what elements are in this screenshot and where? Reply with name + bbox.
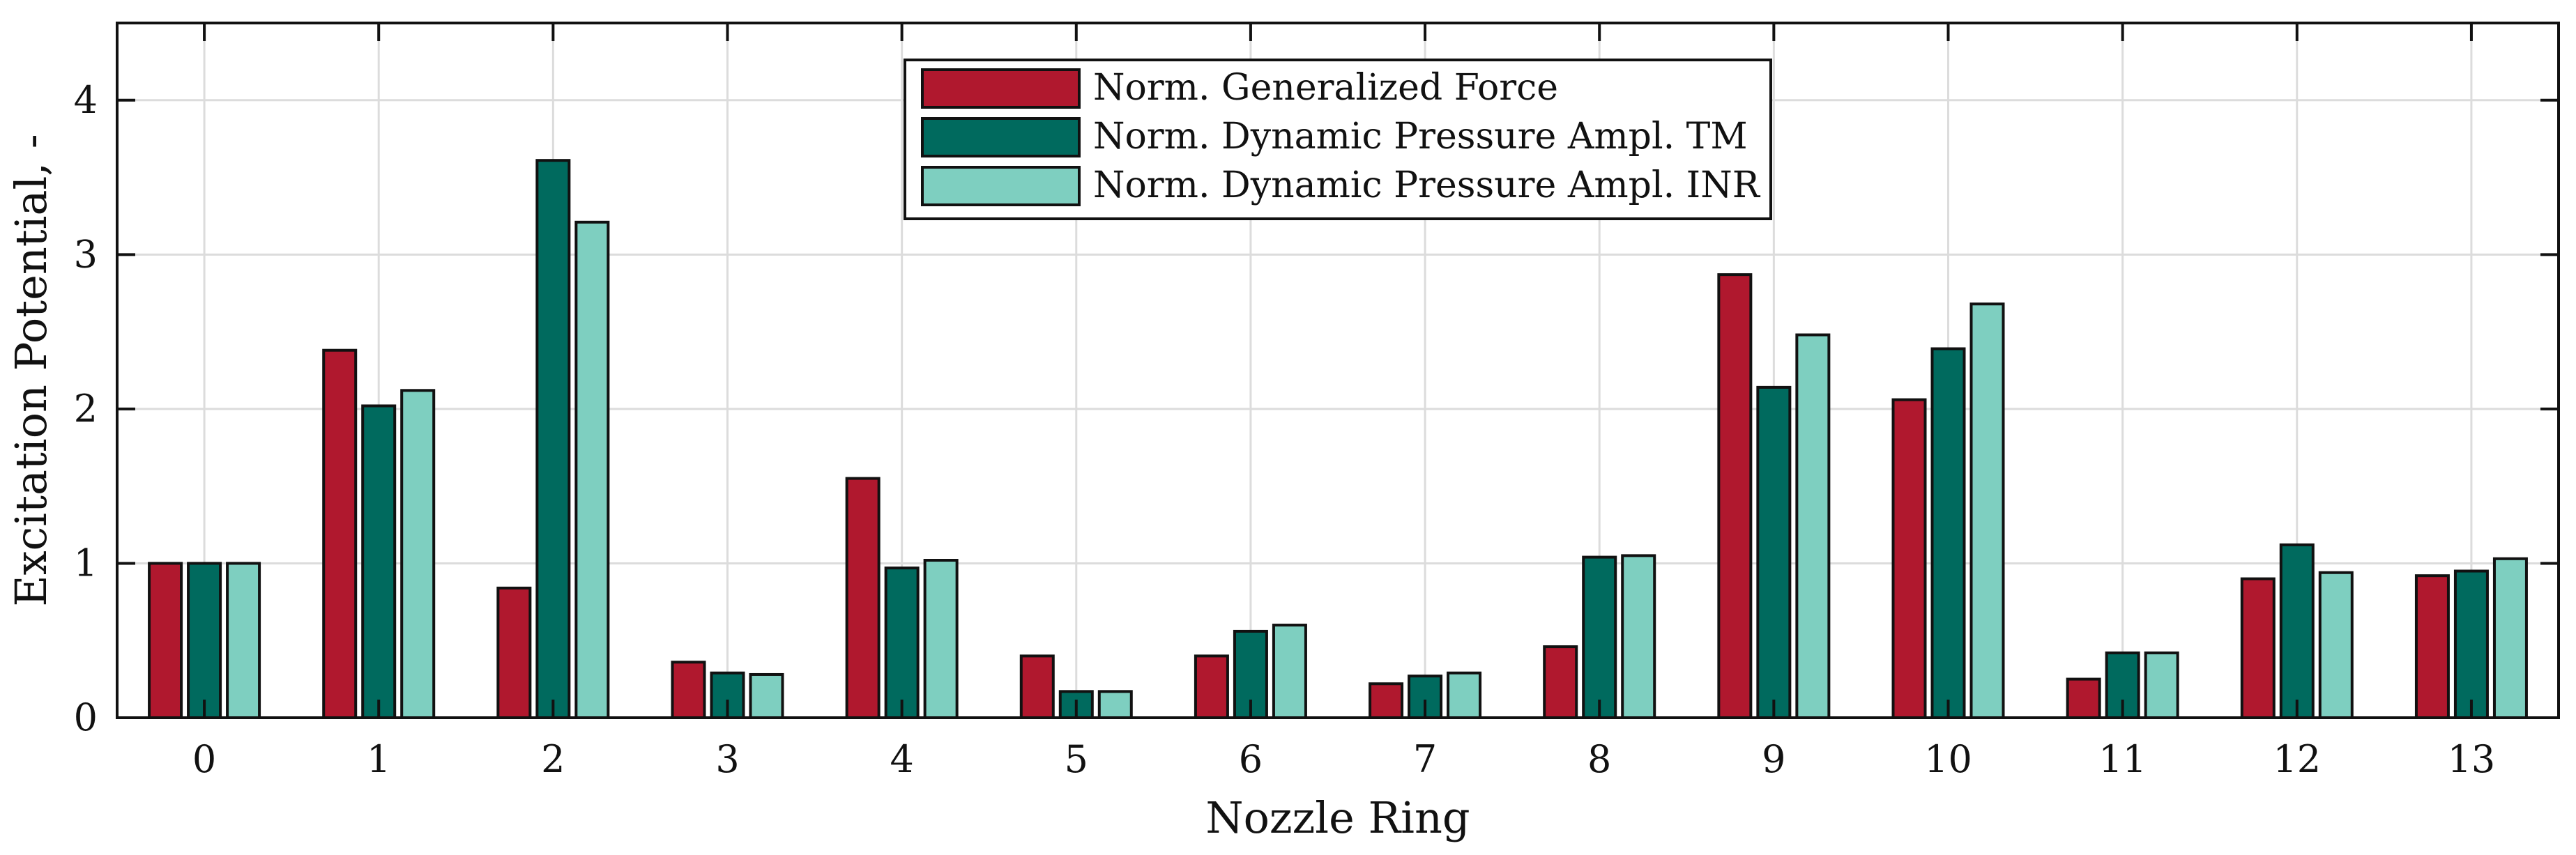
- axes-box: [116, 22, 2560, 719]
- bar-series-1-cat-2: [496, 586, 532, 719]
- bar-series-1-cat-1: [322, 348, 358, 720]
- legend-label-1: Norm. Generalized Force: [1093, 67, 1558, 109]
- legend-swatch-3: [921, 166, 1081, 206]
- legend-swatch-1: [921, 68, 1081, 109]
- bar-series-2-cat-12: [2279, 543, 2315, 720]
- axis-labels: Nozzle Ring Excitation Potential, -: [6, 134, 1470, 843]
- bar-series-1-cat-11: [2066, 677, 2101, 719]
- x-tick-label: 8: [1587, 737, 1611, 781]
- x-tick-label: 5: [1065, 737, 1088, 781]
- bar-series-1-cat-10: [1891, 398, 1927, 720]
- bar-series-3-cat-9: [1795, 333, 1831, 719]
- bar-series-2-cat-1: [361, 404, 397, 719]
- legend-label-2: Norm. Dynamic Pressure Ampl. TM: [1093, 116, 1748, 157]
- bar-series-1-cat-8: [1543, 645, 1578, 720]
- x-tick-label: 3: [715, 737, 739, 781]
- legend-swatch-2: [921, 117, 1081, 157]
- x-axis-label: Nozzle Ring: [1205, 792, 1470, 843]
- bar-series-3-cat-12: [2318, 571, 2354, 720]
- y-tick-label: 3: [74, 232, 98, 276]
- bar-series-2-cat-8: [1582, 555, 1617, 719]
- bar-series-1-cat-6: [1194, 654, 1229, 720]
- x-tick-label: 0: [192, 737, 216, 781]
- y-axis-label: Excitation Potential, -: [6, 134, 56, 606]
- bar-series-1-cat-7: [1369, 682, 1404, 719]
- bar-series-1-cat-13: [2414, 574, 2450, 719]
- bar-series-1-cat-12: [2240, 577, 2276, 719]
- legend-label-3: Norm. Dynamic Pressure Ampl. INR: [1093, 164, 1761, 206]
- bar-series-1-cat-5: [1019, 654, 1055, 720]
- bar-series-2-cat-10: [1930, 347, 1966, 719]
- y-tick-label: 2: [74, 387, 98, 431]
- bar-series-3-cat-4: [923, 559, 959, 719]
- y-tick-label: 0: [74, 695, 98, 739]
- x-tick-label: 1: [367, 737, 390, 781]
- legend: Norm. Generalized Force Norm. Dynamic Pre…: [904, 59, 1772, 220]
- x-tick-label: 6: [1239, 737, 1263, 781]
- x-tick-label: 4: [890, 737, 913, 781]
- bar-series-2-cat-2: [535, 159, 571, 719]
- y-tick-label: 4: [74, 78, 98, 122]
- x-tick-label: 7: [1413, 737, 1437, 781]
- x-tick-label: 11: [2098, 737, 2147, 781]
- bar-series-3-cat-3: [749, 672, 784, 719]
- bar-series-3-cat-7: [1447, 671, 1482, 720]
- bar-series-1-cat-0: [148, 562, 183, 720]
- bar-series-3-cat-2: [574, 220, 610, 720]
- bar-series-3-cat-0: [226, 562, 261, 720]
- bar-series-1-cat-9: [1717, 273, 1753, 719]
- bar-series-2-cat-0: [187, 562, 222, 720]
- bar-series-3-cat-1: [400, 389, 436, 720]
- bar-series-2-cat-9: [1756, 385, 1792, 719]
- y-tick-label: 1: [74, 541, 98, 585]
- bar-series-3-cat-11: [2144, 651, 2179, 719]
- bar-series-2-cat-13: [2453, 569, 2489, 719]
- x-tick-label: 10: [1924, 737, 1972, 781]
- x-tick-label: 12: [2273, 737, 2321, 781]
- bar-series-1-cat-3: [671, 661, 706, 719]
- bar-series-3-cat-6: [1272, 624, 1307, 719]
- bar-series-2-cat-4: [884, 567, 920, 720]
- bar-series-3-cat-10: [1969, 302, 2005, 719]
- bar-series-3-cat-5: [1097, 690, 1133, 720]
- bar-series-3-cat-8: [1621, 554, 1656, 719]
- bar-series-3-cat-13: [2492, 557, 2528, 720]
- x-tick-label: 9: [1762, 737, 1785, 781]
- bar-series-1-cat-4: [845, 477, 881, 719]
- x-tick-label: 2: [541, 737, 565, 781]
- x-tick-label: 13: [2448, 737, 2496, 781]
